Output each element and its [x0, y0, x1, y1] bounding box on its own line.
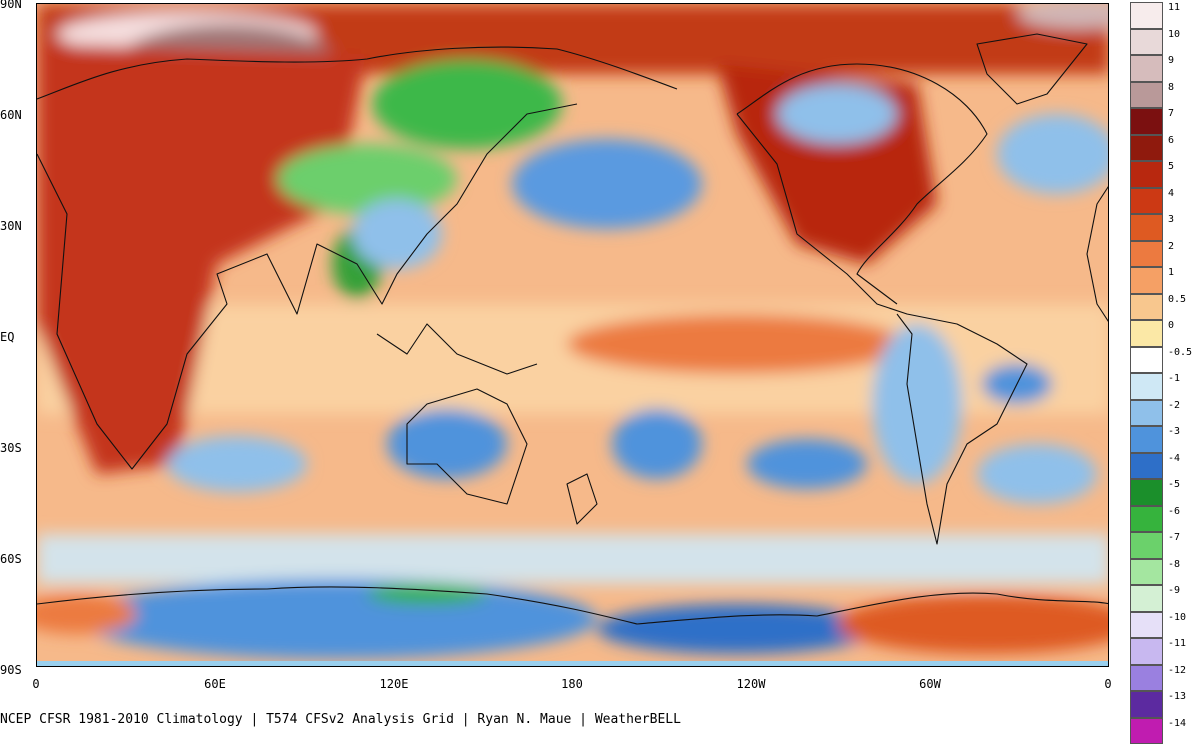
- legend-label: 0.5: [1168, 293, 1187, 305]
- legend-label: -8: [1168, 558, 1181, 570]
- legend-label: 5: [1168, 161, 1175, 172]
- legend-swatch: [1130, 28, 1163, 55]
- lat-label-60s: 60S: [0, 552, 22, 566]
- legend-swatch: [1130, 134, 1163, 161]
- legend-swatch: [1130, 399, 1163, 426]
- legend-swatch: [1130, 81, 1163, 108]
- legend-swatch: [1130, 426, 1163, 453]
- legend-label: -12: [1168, 664, 1187, 676]
- legend-label: 2: [1168, 240, 1175, 252]
- legend-swatch: [1130, 320, 1163, 347]
- credit-line: NCEP CFSR 1981-2010 Climatology | T574 C…: [0, 712, 681, 727]
- lat-label-30n: 30N: [0, 219, 22, 233]
- legend-label: 9: [1168, 55, 1175, 66]
- legend-swatch: [1130, 664, 1163, 691]
- anomaly-map: [36, 3, 1109, 667]
- legend-swatch: [1130, 717, 1163, 744]
- lat-label-90s: 90S: [0, 663, 22, 677]
- legend-swatch: [1130, 2, 1163, 29]
- legend-swatch: [1130, 108, 1163, 135]
- legend-label: 1: [1168, 267, 1175, 278]
- legend-swatch: [1130, 452, 1163, 479]
- coastlines: [37, 33, 1108, 625]
- legend-swatch: [1130, 611, 1163, 638]
- legend-label: -13: [1168, 691, 1187, 702]
- legend-label: -5: [1168, 479, 1181, 490]
- lon-label-60e: 60E: [204, 677, 226, 691]
- lon-label-60w: 60W: [919, 677, 941, 691]
- lon-label-180: 180: [561, 677, 583, 691]
- legend-swatch: [1130, 691, 1163, 718]
- legend-swatch: [1130, 532, 1163, 559]
- lat-label-90n: 90N: [0, 0, 22, 11]
- legend-label: -2: [1168, 399, 1181, 411]
- legend-swatch: [1130, 55, 1163, 82]
- legend-swatch: [1130, 346, 1163, 373]
- legend-label: 8: [1168, 81, 1175, 93]
- legend-label: -10: [1168, 611, 1187, 623]
- legend-swatch: [1130, 638, 1163, 665]
- legend-swatch: [1130, 373, 1163, 400]
- lat-label-60n: 60N: [0, 108, 22, 122]
- legend-label: -1: [1168, 373, 1181, 384]
- legend-label: 4: [1168, 187, 1175, 199]
- legend-swatch: [1130, 240, 1163, 267]
- legend-label: 3: [1168, 214, 1175, 225]
- legend-label: -7: [1168, 532, 1181, 543]
- legend-swatch: [1130, 585, 1163, 612]
- legend-label: 11: [1168, 2, 1181, 13]
- legend-label: -6: [1168, 505, 1181, 517]
- legend-label: -11: [1168, 638, 1187, 649]
- legend-label: 6: [1168, 134, 1175, 146]
- lon-label-120e: 120E: [379, 677, 409, 691]
- legend-swatch: [1130, 479, 1163, 506]
- legend-swatch: [1130, 267, 1163, 294]
- legend-swatch: [1130, 214, 1163, 241]
- legend-label: -4: [1168, 452, 1181, 464]
- legend-label: -3: [1168, 426, 1181, 437]
- legend-label: -14: [1168, 717, 1187, 729]
- legend-label: 0: [1168, 320, 1175, 331]
- legend-swatch: [1130, 293, 1163, 320]
- temperature-anomaly-field: [37, 4, 1108, 666]
- legend-label: 10: [1168, 28, 1181, 40]
- lat-label-eq: EQ: [0, 330, 15, 344]
- legend-label: -9: [1168, 585, 1181, 596]
- legend-swatch: [1130, 558, 1163, 585]
- color-legend: 11 10 9 8 7 6 5 4 3 2 1 0.5 0 -0.5 -1 -2 -3 -4 -5 -6 -7 -8 -9 -…: [1130, 0, 1200, 752]
- legend-label: -0.5: [1168, 346, 1193, 358]
- legend-label: 7: [1168, 108, 1175, 119]
- lon-label-0: 0: [32, 677, 40, 691]
- legend-swatch: [1130, 187, 1163, 214]
- legend-swatch: [1130, 505, 1163, 532]
- legend-swatch: [1130, 161, 1163, 188]
- lat-label-30s: 30S: [0, 441, 22, 455]
- lon-label-120w: 120W: [736, 677, 766, 691]
- lon-label-0-east: 0: [1104, 677, 1112, 691]
